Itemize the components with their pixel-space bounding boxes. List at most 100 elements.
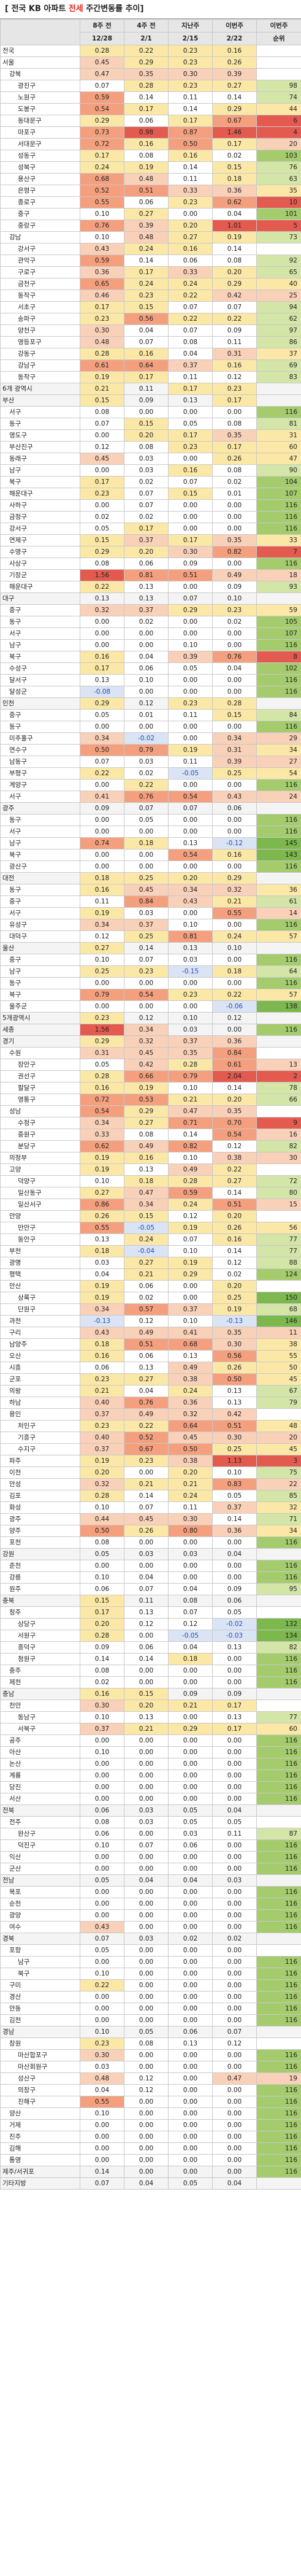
change-value: 0.00 xyxy=(124,1921,169,1933)
change-value: 0.10 xyxy=(168,1315,213,1327)
change-value: 0.86 xyxy=(80,1198,124,1211)
table-row: 부평구 0.22 0.02 -0.05 0.25 54 xyxy=(0,767,301,780)
table-row: 서구 0.00 0.00 0.00 0.00 107 xyxy=(0,627,301,640)
change-value: 0.45 xyxy=(80,453,124,465)
table-row: 남구 0.25 0.23 -0.15 0.18 64 xyxy=(0,965,301,978)
change-value: 0.00 xyxy=(168,2119,213,2131)
change-value: 0.00 xyxy=(124,2096,169,2108)
change-value: 0.02 xyxy=(212,1933,257,1945)
change-value: 0.00 xyxy=(80,849,124,861)
rank-value: 40 xyxy=(256,278,301,290)
rank-value: 74 xyxy=(256,91,301,104)
region-name: 동구 xyxy=(0,977,80,989)
change-value: 0.00 xyxy=(124,1781,169,1793)
change-value: 0.00 xyxy=(212,639,257,651)
change-value: 0.13 xyxy=(168,837,213,849)
change-value: 0.14 xyxy=(80,1653,124,1665)
change-value: 0.29 xyxy=(168,604,213,616)
change-value: 0.34 xyxy=(168,884,213,896)
change-value: 0.39 xyxy=(212,756,257,768)
change-value: 0.03 xyxy=(124,1816,169,1828)
change-value: 0.00 xyxy=(168,1665,213,1677)
change-value: 0.00 xyxy=(80,499,124,512)
change-value: 0.20 xyxy=(212,266,257,278)
change-value: 0.72 xyxy=(80,138,124,150)
change-value: 0.00 xyxy=(124,1466,169,1479)
table-row: 거제 0.00 0.00 0.00 0.00 116 xyxy=(0,2119,301,2131)
change-value: 0.76 xyxy=(124,791,169,803)
region-name: 아산 xyxy=(0,1746,80,1758)
region-name: 강서구 xyxy=(0,523,80,535)
region-name: 강북 xyxy=(0,68,80,80)
rank-value: 78 xyxy=(256,1082,301,1094)
change-value: 0.54 xyxy=(80,1105,124,1117)
title-prefix: [ 전국 KB 아파트 xyxy=(5,4,69,13)
change-value: 0.22 xyxy=(80,1979,124,1991)
change-value: 0.00 xyxy=(212,1909,257,1922)
change-value: 0.37 xyxy=(80,1443,124,1455)
change-value: 0.04 xyxy=(168,348,213,360)
change-value: 0.51 xyxy=(168,569,213,581)
region-name: 마산합포구 xyxy=(0,2049,80,2061)
change-value: 0.15 xyxy=(80,394,124,407)
change-value: 0.05 xyxy=(212,1816,257,1828)
region-name: 춘천 xyxy=(0,1560,80,1572)
change-value: 0.11 xyxy=(124,383,169,395)
region-name: 마산회원구 xyxy=(0,2061,80,2073)
change-value: 0.03 xyxy=(168,1548,213,1560)
change-value: 0.44 xyxy=(80,1513,124,1525)
change-rate-table: 8주 전 4주 전 지난주 이번주 이번주 12/28 2/1 2/15 2/2… xyxy=(0,19,301,2190)
change-value: 0.00 xyxy=(124,2166,169,2178)
change-value: 0.13 xyxy=(124,1362,169,1374)
change-value: 0.13 xyxy=(124,1711,169,1723)
region-name: 성산구 xyxy=(0,2072,80,2085)
region-name: 북구 xyxy=(0,651,80,663)
region-name: 평택 xyxy=(0,1268,80,1281)
region-name: 노원구 xyxy=(0,91,80,104)
region-name: 전북 xyxy=(0,1804,80,1817)
change-value: 0.83 xyxy=(212,1478,257,1490)
change-value: 0.35 xyxy=(124,68,169,80)
region-name: 충남 xyxy=(0,1688,80,1700)
header-last-week: 지난주 xyxy=(168,19,213,33)
rank-value: 116 xyxy=(256,1909,301,1922)
change-value: 0.34 xyxy=(124,1024,169,1036)
rank-value: 94 xyxy=(256,301,301,313)
change-value: 0.00 xyxy=(212,1735,257,1747)
rank-value: 116 xyxy=(256,1665,301,1677)
change-value: 0.09 xyxy=(124,394,169,407)
rank-value: 146 xyxy=(256,1315,301,1327)
change-value: 0.08 xyxy=(80,1665,124,1677)
change-value: 0.54 xyxy=(168,791,213,803)
region-name: 인천 xyxy=(0,697,80,710)
table-row: 서울 0.45 0.29 0.23 0.26 xyxy=(0,56,301,69)
change-value: 0.00 xyxy=(168,2166,213,2178)
region-name: 이천 xyxy=(0,1466,80,1479)
change-value: 0.40 xyxy=(80,1432,124,1444)
change-value: 0.17 xyxy=(124,371,169,383)
change-value: 0.30 xyxy=(212,1338,257,1351)
change-value: 0.00 xyxy=(168,861,213,873)
rank-value: 19 xyxy=(256,2072,301,2085)
change-value: 0.22 xyxy=(124,1420,169,1432)
change-value: 0.30 xyxy=(168,546,213,558)
change-value: 0.00 xyxy=(80,1898,124,1910)
change-value: 0.00 xyxy=(168,977,213,989)
change-value: 0.00 xyxy=(124,2061,169,2073)
rank-value: 79 xyxy=(256,1397,301,1409)
rank-value: 116 xyxy=(256,1536,301,1549)
change-value: 0.03 xyxy=(124,907,169,919)
change-value: 0.07 xyxy=(168,324,213,337)
change-value: 0.03 xyxy=(124,464,169,477)
table-row: 동작구 0.19 0.17 0.11 0.12 83 xyxy=(0,371,301,383)
change-value: 0.18 xyxy=(80,1338,124,1351)
change-value: 0.00 xyxy=(124,1898,169,1910)
change-value: 0.17 xyxy=(212,138,257,150)
change-value: 0.13 xyxy=(80,592,124,605)
change-value: 0.64 xyxy=(124,359,169,372)
change-value: 0.29 xyxy=(124,1105,169,1117)
region-name: 창원 xyxy=(0,2037,80,2050)
change-value: 0.14 xyxy=(168,161,213,174)
rank-value xyxy=(256,942,301,954)
change-value: 0.10 xyxy=(80,231,124,243)
